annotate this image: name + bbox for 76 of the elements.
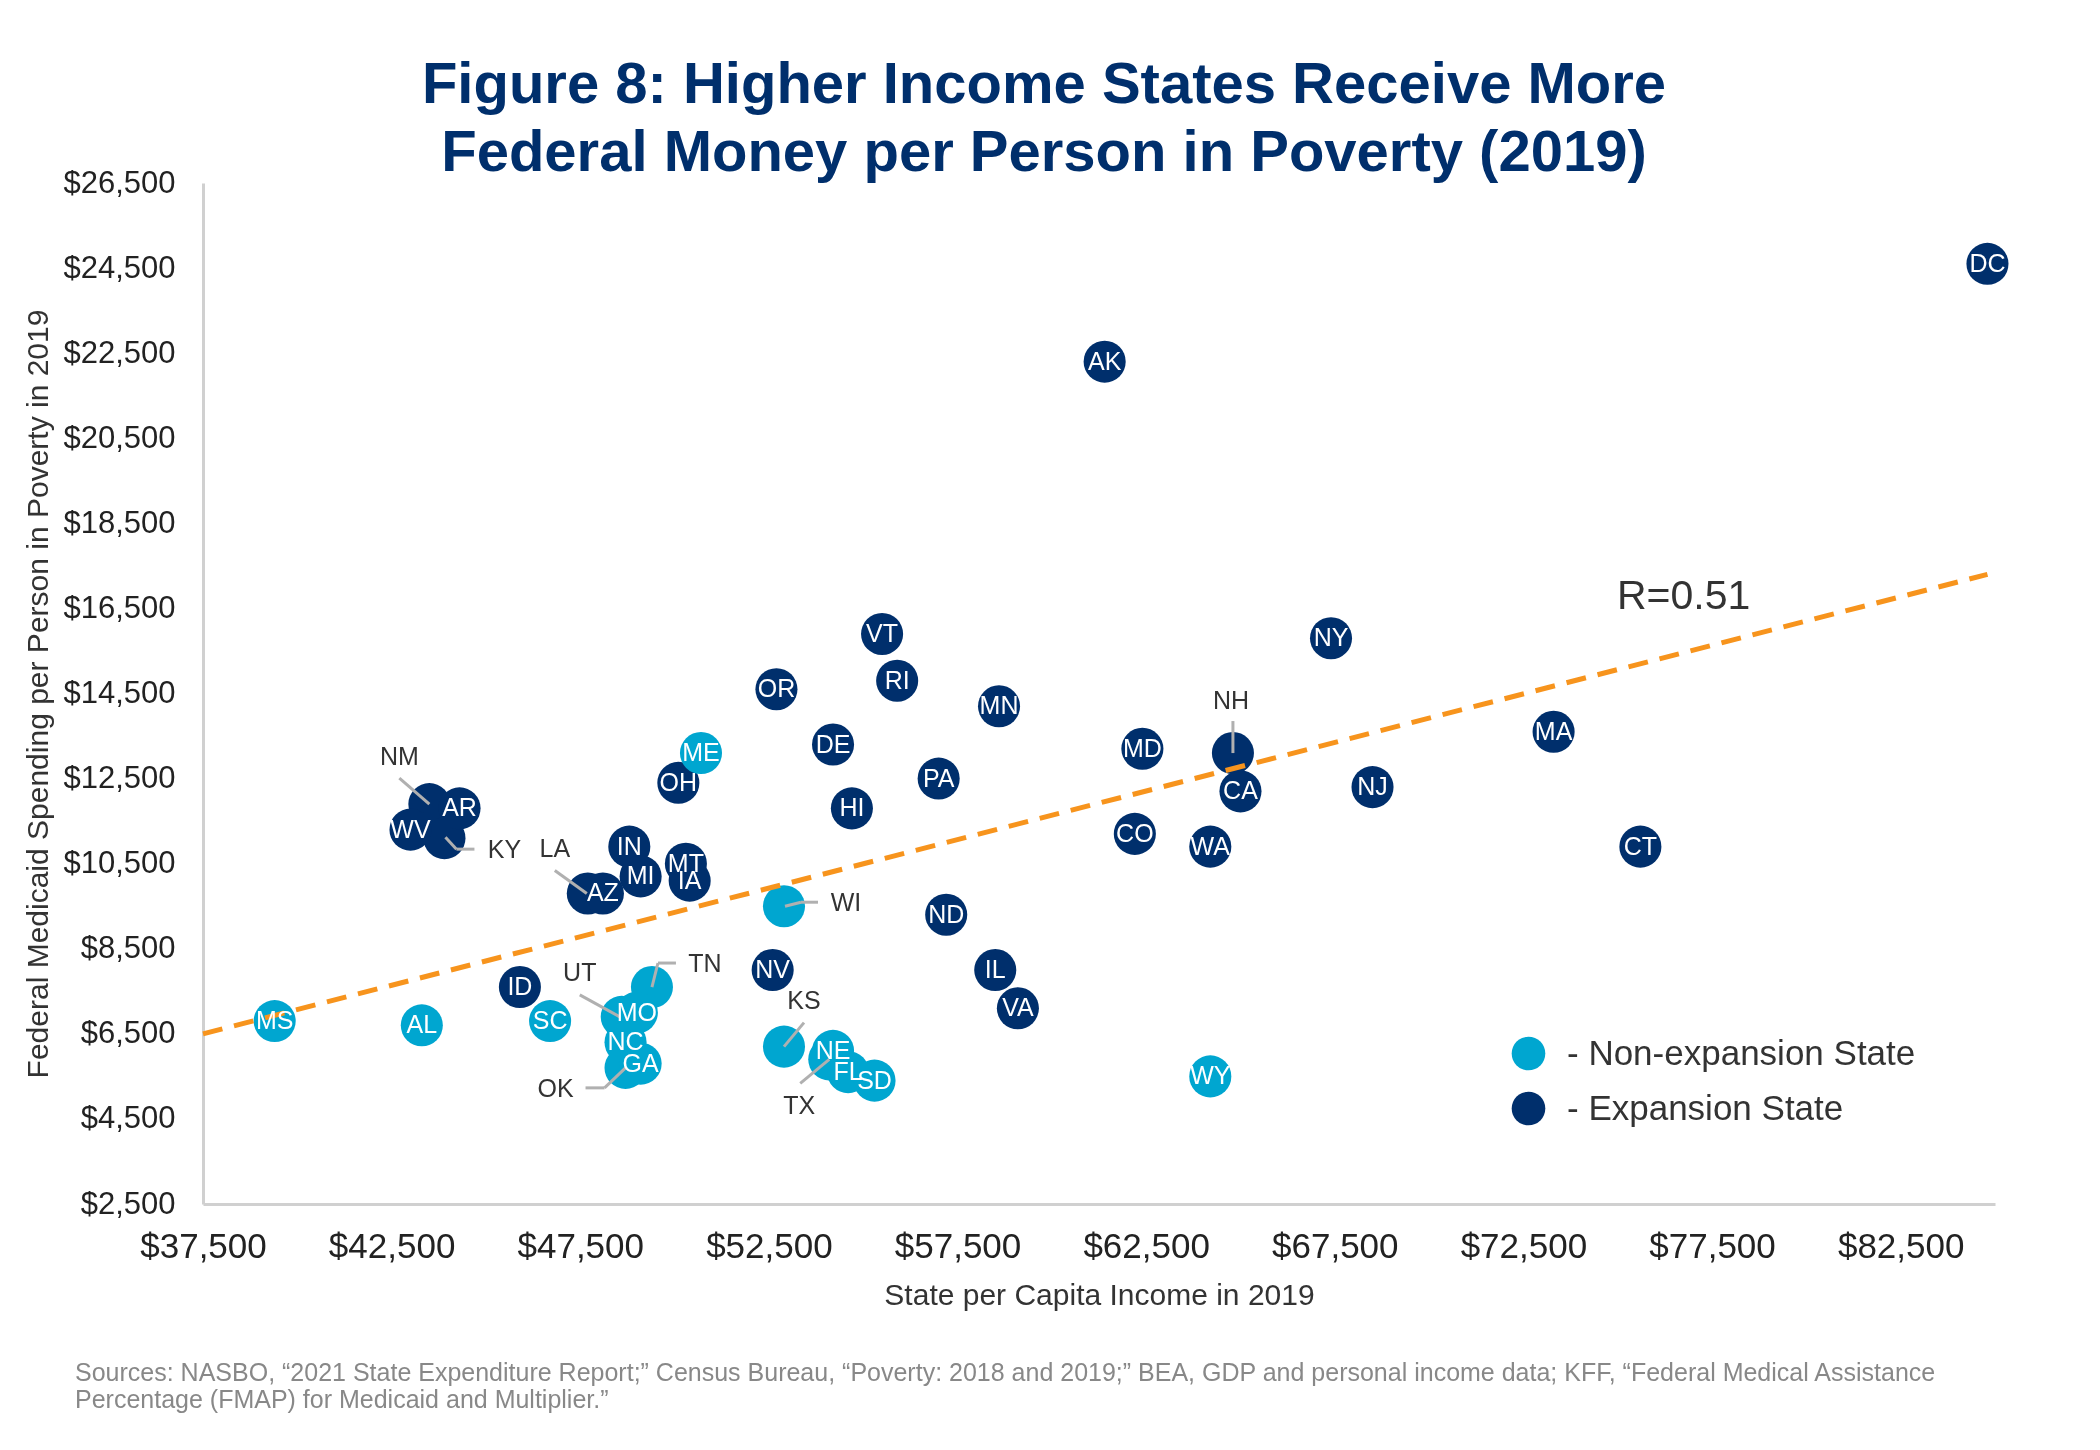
y-tick-label: $18,500 — [63, 504, 176, 540]
y-tick-label: $12,500 — [63, 760, 176, 796]
x-tick-label: $57,500 — [894, 1225, 1022, 1265]
annotation: ME — [682, 738, 720, 767]
annotation: NY — [1313, 623, 1349, 652]
annotation: MA — [1534, 716, 1573, 745]
annotation: TN — [688, 949, 722, 978]
y-tick-label: $6,500 — [80, 1015, 176, 1051]
point — [762, 885, 806, 928]
y-tick-label: $14,500 — [63, 675, 176, 710]
legend-label: - Non-expansion State — [1567, 1032, 1916, 1072]
annotation: VA — [1002, 993, 1034, 1022]
annotation: DC — [1969, 248, 2006, 277]
x-tick-label: $62,500 — [1083, 1225, 1210, 1265]
annotation: LA — [539, 834, 571, 863]
annotation: SC — [532, 1006, 568, 1035]
y-tick-label: $16,500 — [63, 589, 176, 625]
annotation: AL — [406, 1010, 438, 1039]
annotation: KS — [787, 985, 821, 1014]
y-tick-label: $20,500 — [63, 419, 176, 455]
y-tick-label: $8,500 — [80, 930, 176, 966]
annotation: MI — [626, 861, 655, 890]
y-tick-label: $10,500 — [63, 845, 176, 881]
source-note: Sources: NASBO, “2021 State Expenditure Report;” Census Bureau, “Poverty: 2018 and 2019;” BEA, GDP and personal income data; KFF, “Federal Medical Assistance Percentage (FMAP) for Medicaid and Multiplier.” — [75, 1358, 1936, 1413]
x-tick-label: $82,500 — [1837, 1225, 1965, 1265]
y-axis-title: Federal Medicaid Spending per Person in Poverty in 2019 — [21, 309, 55, 1079]
y-tick-label: $22,500 — [63, 334, 176, 370]
annotation: WY — [1190, 1061, 1231, 1090]
annotation: MS — [255, 1006, 294, 1035]
x-tick-label: $67,500 — [1272, 1225, 1399, 1265]
annotation: UT — [563, 957, 597, 986]
annotation: AR — [442, 793, 477, 822]
annotation: NH — [1212, 686, 1249, 715]
legend-label: - Expansion State — [1567, 1087, 1844, 1127]
annotation: ND — [928, 899, 965, 928]
annotation: MN — [979, 691, 1019, 720]
x-tick-label: $42,500 — [328, 1225, 456, 1265]
x-tick-label: $52,500 — [706, 1225, 833, 1265]
x-tick-label: $47,500 — [517, 1225, 645, 1265]
annotation: MO — [616, 997, 657, 1026]
annotation: HI — [839, 793, 865, 822]
x-tick-label: $77,500 — [1649, 1225, 1776, 1265]
y-tick-label: $4,500 — [80, 1100, 176, 1136]
annotation: NV — [755, 955, 791, 984]
annotation: NM — [379, 742, 419, 771]
annotation: OH — [659, 767, 698, 796]
annotation: PA — [922, 763, 955, 792]
annotation: ID — [507, 972, 533, 1001]
y-tick-label: $2,500 — [80, 1185, 176, 1221]
annotation: DE — [815, 729, 851, 758]
annotation: WV — [390, 814, 431, 843]
annotation: WA — [1190, 831, 1231, 860]
annotation: WI — [830, 888, 862, 917]
annotation: RI — [884, 665, 910, 694]
x-tick-label: $72,500 — [1460, 1225, 1588, 1265]
annotation: NJ — [1357, 772, 1388, 801]
annotation: AZ — [586, 878, 619, 907]
annotation: IN — [616, 831, 642, 860]
y-tick-label: $24,500 — [63, 249, 176, 285]
annotation: R=0.51 — [1617, 572, 1751, 618]
annotation: CA — [1223, 776, 1259, 805]
annotation: KY — [487, 835, 522, 864]
annotation: TX — [783, 1091, 816, 1120]
chart-title: Figure 8: Higher Income States Receive More Federal Money per Person in Poverty (2019) — [421, 50, 1667, 183]
annotation: OK — [537, 1073, 574, 1102]
annotation: OR — [757, 674, 796, 703]
annotation: CO — [1116, 818, 1154, 847]
annotation: VT — [866, 618, 899, 647]
annotation: CT — [1623, 831, 1658, 860]
point — [762, 1025, 806, 1068]
x-axis-title: State per Capita Income in 2019 — [884, 1277, 1315, 1311]
x-tick-label: $37,500 — [140, 1225, 267, 1265]
annotation: IL — [984, 955, 1006, 984]
annotation: MD — [1122, 733, 1162, 762]
y-tick-label: $26,500 — [63, 164, 176, 200]
annotation: AK — [1087, 346, 1122, 375]
